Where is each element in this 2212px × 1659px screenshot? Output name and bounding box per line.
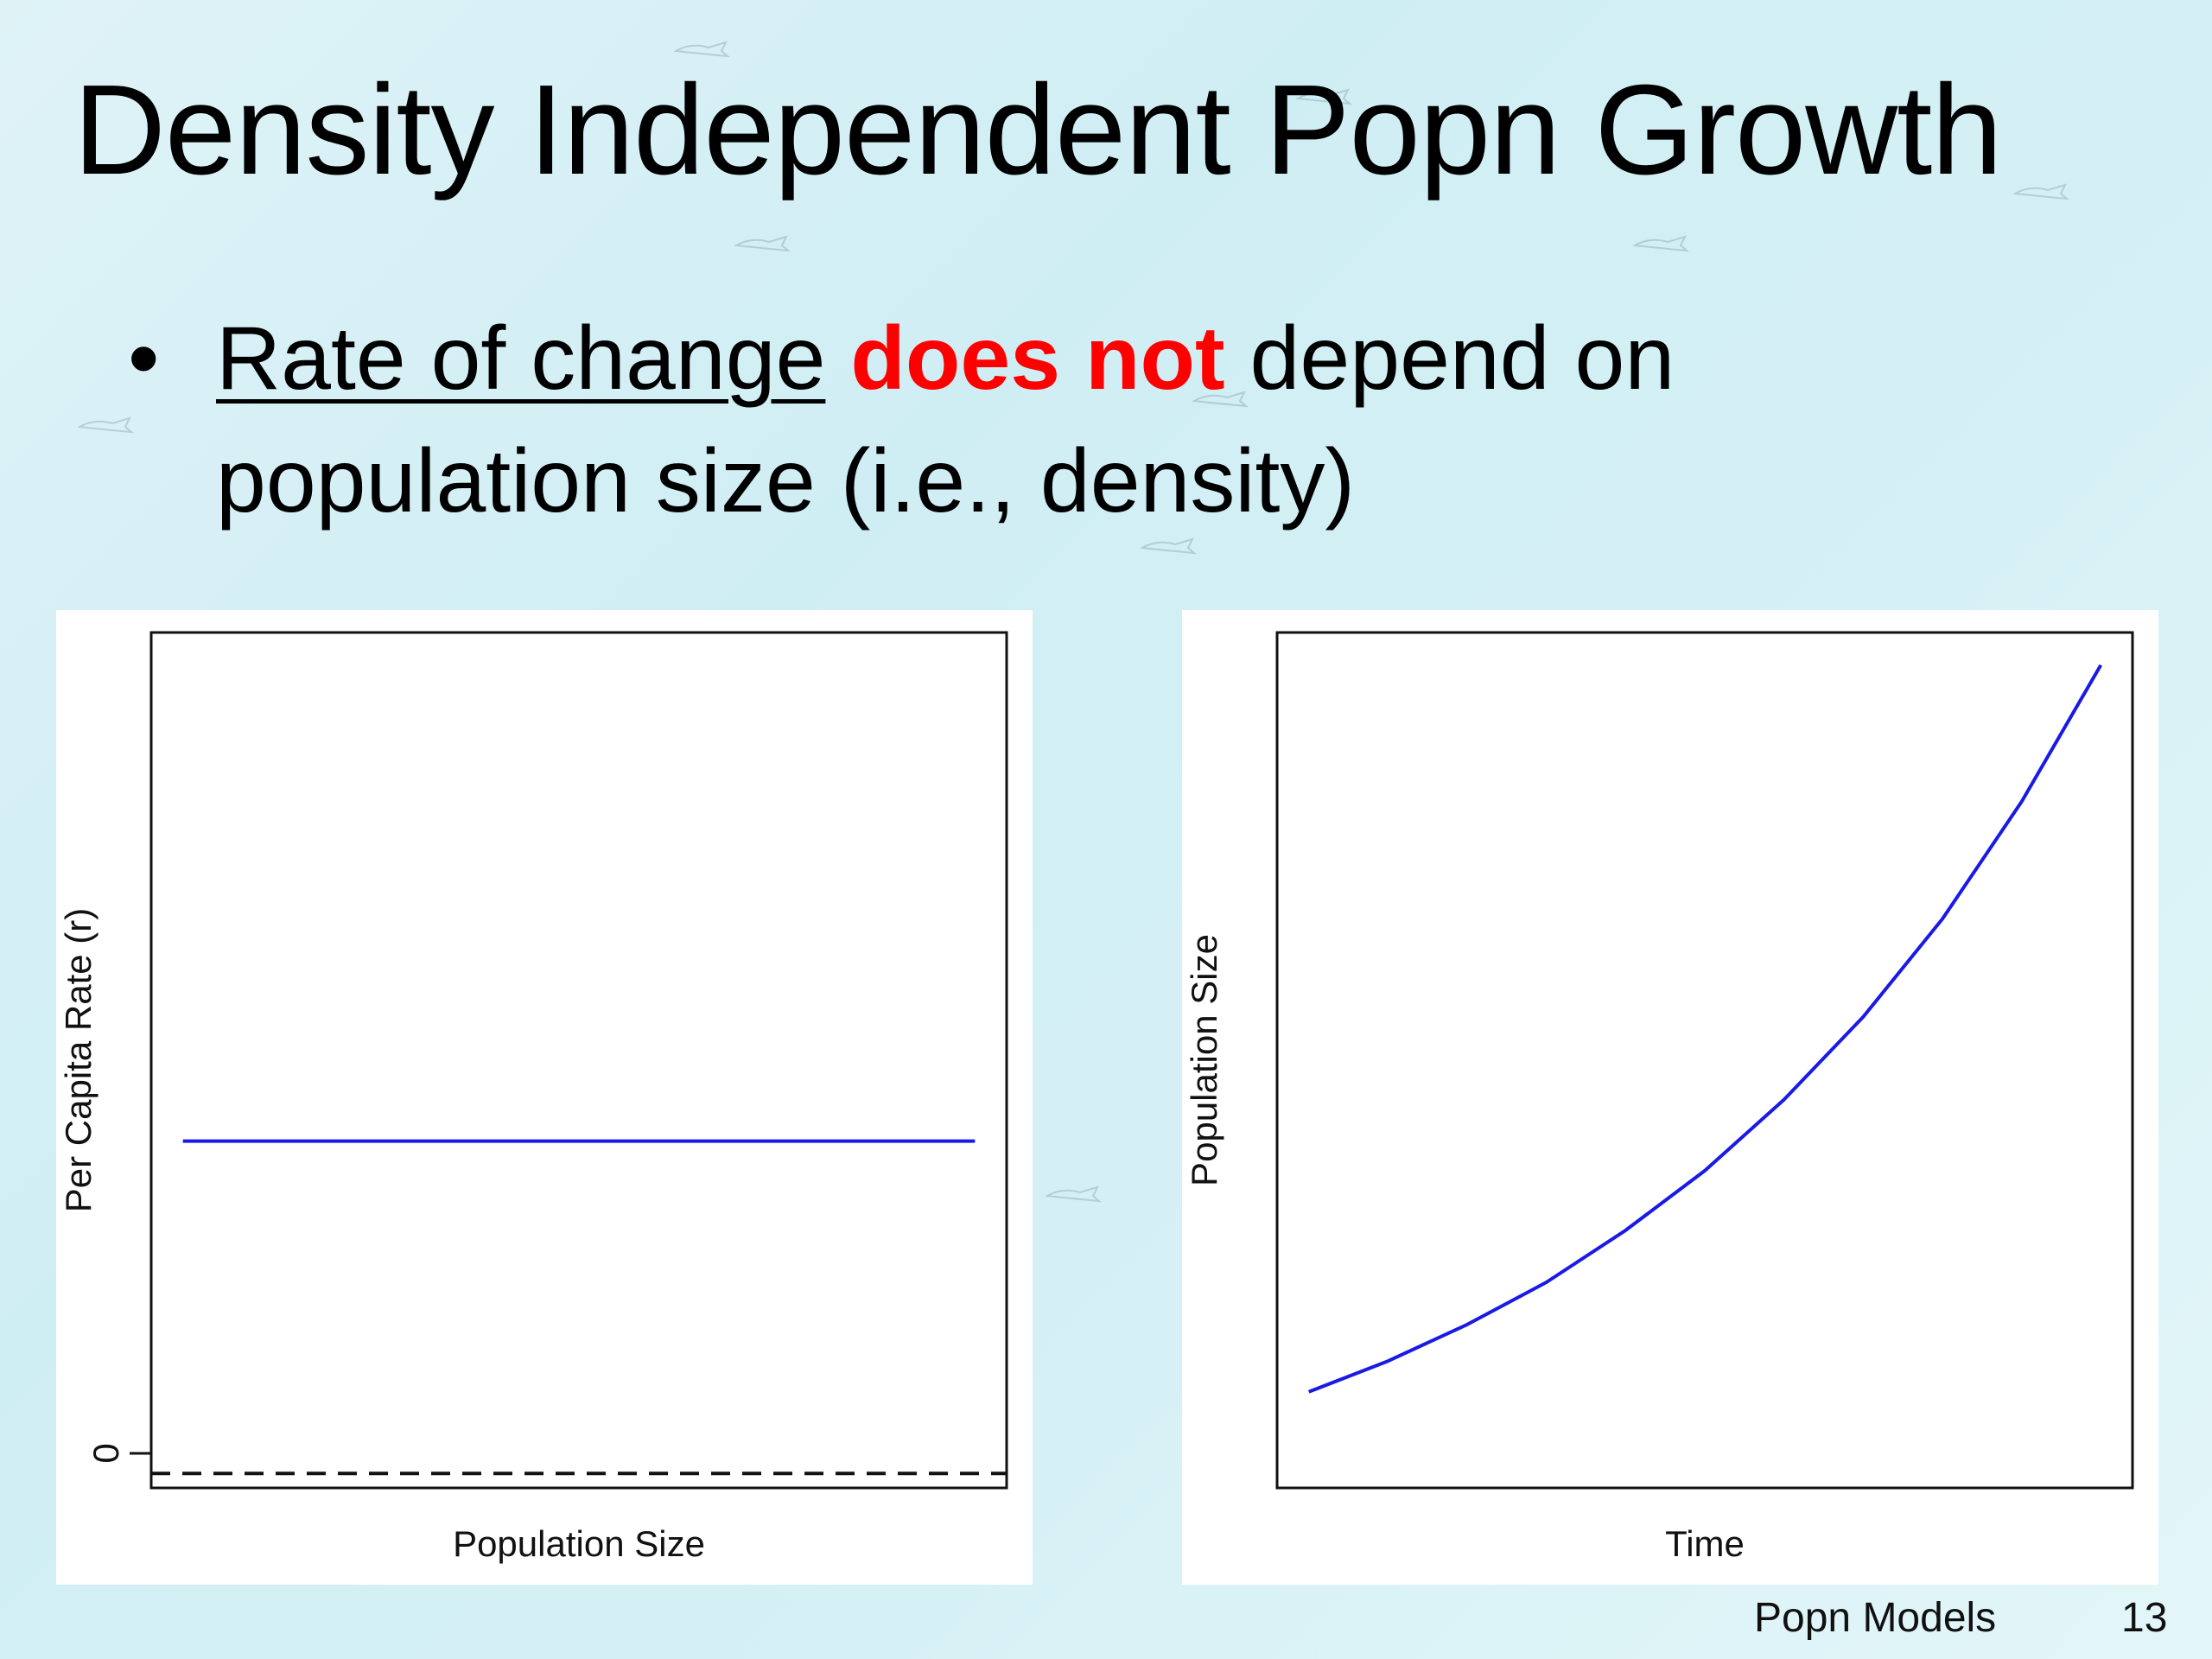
x-axis-label: Time [1665,1523,1745,1564]
chart-left-svg: 0 Population Size Per Capita Rate (r) [58,631,1008,1564]
watermark-fish-icon [1046,1185,1103,1203]
y-axis-label: Per Capita Rate (r) [58,908,99,1212]
watermark-fish-icon [1633,235,1690,252]
bullet-line-1: Rate of change does not depend on [216,298,1675,419]
plot-frame [1275,631,2134,1490]
watermark-fish-icon [1296,88,1353,105]
watermark-fish-icon [674,41,731,58]
chart-population-growth: Time Population Size [1182,610,2158,1585]
plot-frame [149,631,1008,1490]
page-number: 13 [2121,1595,2168,1641]
y-axis-label: Population Size [1184,934,1224,1186]
bullet-underlined-text: Rate of change [216,308,826,409]
bullet-dot-icon: • [128,308,160,409]
chart-per-capita-rate: 0 Population Size Per Capita Rate (r) [56,610,1033,1585]
bullet-rest-text: depend on [1249,308,1675,409]
slide-title: Density Independent Popn Growth [73,59,2003,201]
chart-right-svg: Time Population Size [1184,631,2134,1564]
series-line [1307,664,2103,1394]
bullet-line-2: population size (i.e., density) [216,431,1356,531]
watermark-fish-icon [1141,537,1198,555]
footer-label: Popn Models [1754,1595,1997,1641]
bullet-emphasis-text: does not [850,308,1225,409]
watermark-fish-icon [1192,391,1249,408]
y-tick-label: 0 [86,1443,126,1463]
watermark-fish-icon [734,235,791,252]
x-axis-label: Population Size [453,1523,705,1564]
watermark-fish-icon [78,416,135,434]
watermark-fish-icon [2013,183,2070,200]
